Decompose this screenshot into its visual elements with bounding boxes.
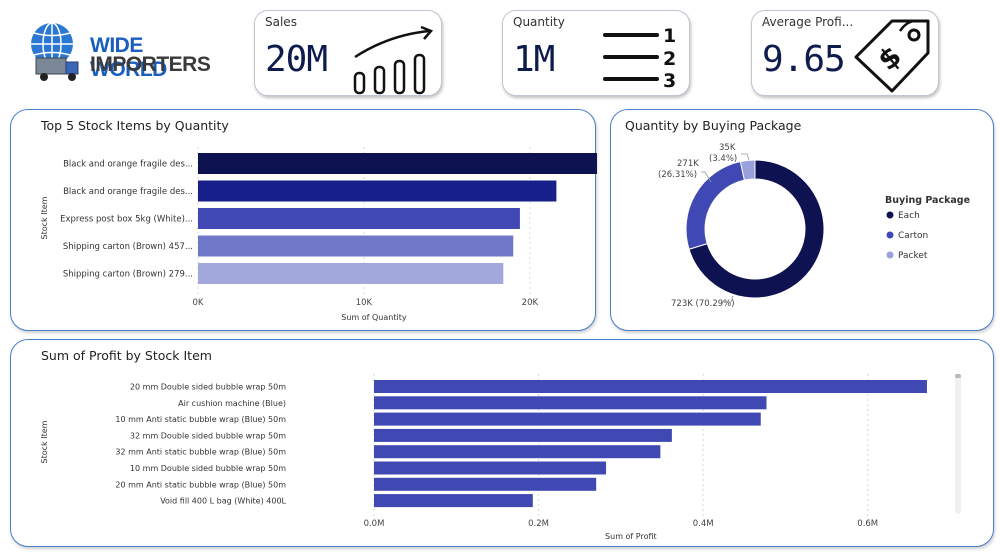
legend-label[interactable]: Packet [898,251,928,261]
chart-title: Quantity by Buying Package [625,118,802,133]
bar[interactable] [198,235,514,257]
panel-buying-package: Quantity by Buying Package 723K (70.29%)… [610,109,994,331]
bar[interactable] [374,380,927,393]
svg-text:2: 2 [663,48,676,70]
brand-name-line2: IMPORTERS [90,53,211,76]
x-axis-label: Sum of Quantity [341,313,407,322]
x-tick-label: 0.4M [693,519,714,529]
buying-package-donut-chart[interactable]: 723K (70.29%) 271K(26.31%) 35K(3.4%) Buying… [611,110,995,332]
category-label: 32 mm Double sided bubble wrap 50m [130,431,286,440]
panel-top-stock-items: Top 5 Stock Items by Quantity 0K 10K 20K Bl… [10,109,597,332]
kpi-value: 1M [513,39,555,80]
legend-marker[interactable] [886,251,894,259]
x-tick-label: 10K [356,298,373,308]
category-label: 10 mm Anti static bubble wrap (Blue) 50m [115,415,286,424]
kpi-label: Average Profi... [762,15,854,29]
leader-line [741,153,750,161]
x-axis-label: Sum of Profit [605,532,657,541]
chart-title: Top 5 Stock Items by Quantity [41,118,229,133]
bar[interactable] [374,477,597,491]
category-label: Express post box 5kg (White)... [60,215,193,225]
category-label: Void fill 400 L bag (White) 400L [160,497,286,506]
data-label-packet-value: 35K [719,143,736,153]
svg-text:1: 1 [663,25,676,47]
globe-truck-logo-icon [31,22,79,81]
donut-slice-packet[interactable] [739,159,756,181]
brand-name-line1: WIDE WORLD [90,34,167,81]
bar[interactable] [374,494,533,508]
growth-chart-icon [353,25,434,95]
category-label: 32 mm Anti static bubble wrap (Blue) 50m [115,448,286,457]
svg-text:$: $ [872,39,908,77]
category-label: 10 mm Double sided bubble wrap 50m [130,464,286,473]
category-label: 20 mm Anti static bubble wrap (Blue) 50m [115,480,286,489]
data-label-carton-value: 271K [677,159,699,169]
x-tick-label: 0.2M [528,519,549,529]
y-axis-label: Stock Item [40,196,49,239]
legend-label[interactable]: Carton [898,231,928,241]
legend-marker[interactable] [886,211,894,219]
bar[interactable] [374,461,607,475]
kpi-card-sales[interactable]: Sales 20M [254,10,442,96]
data-label-carton-percent: (26.31%) [658,170,697,180]
leader-line [701,171,712,183]
category-label: Shipping carton (Brown) 279... [63,270,193,280]
bar[interactable] [374,428,672,442]
category-label: Black and orange fragile des... [63,187,193,197]
category-label: Shipping carton (Brown) 457... [63,242,193,252]
x-tick-label: 0.6M [857,519,878,529]
y-axis-label: Stock Item [40,420,49,463]
panel-profit-by-item: Sum of Profit by Stock Item 0.0M 0.2M 0.4M… [10,339,994,547]
x-tick-label: 0.0M [364,519,385,529]
bar[interactable] [198,180,557,202]
profit-by-item-bar-chart[interactable]: 0.0M 0.2M 0.4M 0.6M 20 mm Double sided bubbl… [11,340,995,548]
data-label-each: 723K (70.29%) [671,299,735,309]
kpi-card-average-profit[interactable]: Average Profi... 9.65 $ [751,10,939,96]
numbered-list-icon: 1 2 3 [603,25,676,92]
x-tick-label: 20K [522,298,539,308]
legend-label[interactable]: Each [898,211,920,221]
legend-title: Buying Package [885,195,970,206]
x-tick-label: 0K [193,298,204,308]
kpi-label: Sales [265,15,297,29]
top-stock-items-bar-chart[interactable]: 0K 10K 20K Black and orange fragile des... B… [11,110,597,332]
bar[interactable] [374,445,661,459]
category-label: Black and orange fragile des... [63,160,193,170]
kpi-value: 9.65 [762,39,846,80]
svg-text:3: 3 [663,70,676,92]
bar[interactable] [374,412,761,426]
leader-line [721,295,734,303]
chart-title: Sum of Profit by Stock Item [41,348,212,363]
brand-logo: WIDE WORLD IMPORTERS [22,20,222,88]
bar[interactable] [198,153,597,174]
kpi-value: 20M [265,39,328,80]
category-label: Air cushion machine (Blue) [178,399,286,408]
bar[interactable] [374,396,767,410]
kpi-card-quantity[interactable]: Quantity 1M 1 2 3 [502,10,690,96]
scrollbar-track[interactable] [955,374,961,514]
legend-marker[interactable] [886,231,894,239]
bar[interactable] [198,208,520,229]
scrollbar-thumb[interactable] [955,374,961,378]
kpi-label: Quantity [513,15,565,29]
category-label: 20 mm Double sided bubble wrap 50m [130,383,286,392]
price-tag-dollar-icon: $ [854,19,930,93]
data-label-packet-percent: (3.4%) [709,154,737,164]
donut-slice-each[interactable] [688,159,825,299]
bar[interactable] [198,263,504,284]
